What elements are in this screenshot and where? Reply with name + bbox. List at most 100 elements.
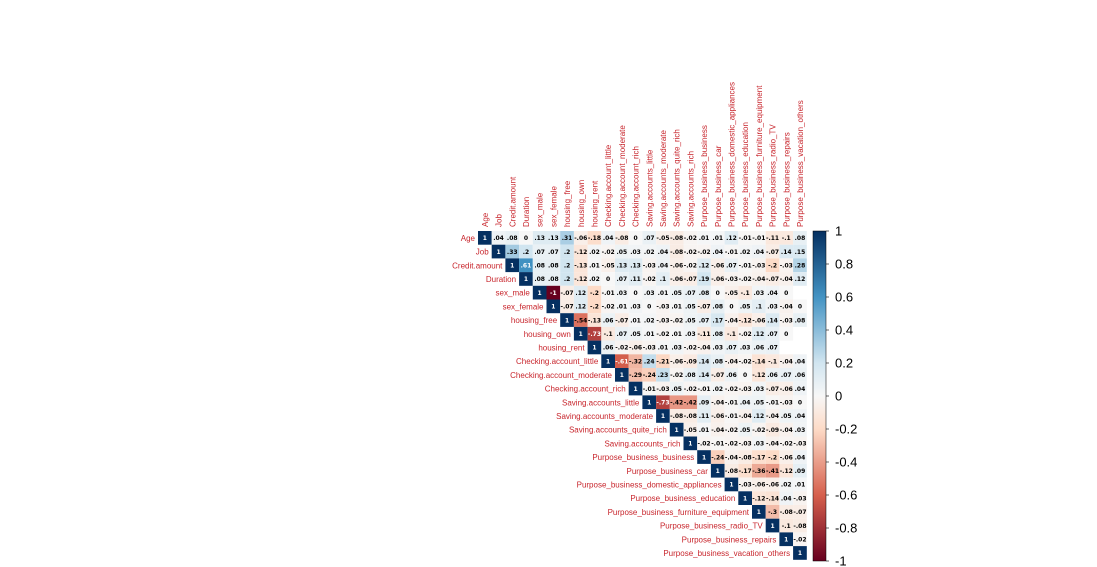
cell-10-18 — [724, 368, 739, 382]
cell-15-21 — [765, 436, 780, 451]
cell-label-13-18: -.01 — [725, 413, 738, 420]
cell-6-19 — [738, 313, 752, 327]
cell-7-20 — [752, 326, 766, 341]
cell-22-22 — [779, 532, 794, 547]
col-label-15: Saving.accounts_rich — [686, 151, 695, 227]
cell-label-1-14: -.08 — [670, 249, 683, 256]
colorbar-label-0: 1 — [835, 224, 842, 239]
cell-4-12 — [642, 285, 657, 300]
cell-label-3-12: -.02 — [643, 276, 656, 283]
cell-19-23 — [793, 491, 807, 505]
cell-label-5-20: .1 — [756, 304, 762, 311]
cell-3-8 — [587, 272, 602, 286]
col-label-3: Duration — [522, 197, 531, 227]
col-label-20: Purpose_business_furniture_equipment — [755, 85, 764, 227]
cell-label-6-21: .14 — [767, 317, 778, 324]
colorbar-label-6: -0.2 — [835, 422, 857, 437]
cell-label-1-6: .2 — [564, 249, 570, 256]
row-label-16: Purpose_business_business — [592, 453, 694, 462]
cell-label-7-18: -.1 — [727, 331, 736, 338]
cell-14-15 — [683, 422, 698, 437]
cell-0-12 — [642, 231, 657, 245]
cell-label-1-10: .05 — [617, 249, 628, 256]
cell-5-19 — [738, 299, 752, 314]
col-label-14: Saving.accounts_quite_rich — [673, 129, 682, 227]
cell-2-9 — [601, 258, 615, 273]
cell-2-10 — [615, 258, 629, 273]
cell-6-22 — [779, 313, 794, 327]
cell-9-19 — [738, 354, 752, 368]
cell-label-19-22: .04 — [781, 495, 792, 502]
cell-1-11 — [628, 244, 643, 259]
cell-label-4-16: .08 — [699, 290, 710, 297]
cell-label-8-9: .06 — [603, 345, 614, 352]
cell-0-3 — [519, 231, 533, 245]
cell-11-17 — [710, 381, 725, 396]
cell-label-0-16: .01 — [699, 235, 710, 242]
cell-11-14 — [669, 381, 684, 396]
col-label-13: Saving.accounts_moderate — [659, 130, 668, 228]
cell-4-4 — [532, 285, 547, 300]
cell-0-6 — [560, 231, 574, 245]
cell-0-18 — [724, 231, 739, 245]
col-label-11: Checking.account_rich — [632, 146, 641, 227]
cell-label-1-20: .04 — [754, 249, 765, 256]
row-label-3: Duration — [486, 275, 516, 284]
cell-19-20 — [752, 491, 766, 505]
cell-6-14 — [669, 313, 684, 327]
cell-label-8-15: -.02 — [684, 345, 697, 352]
cell-13-16 — [697, 409, 711, 423]
cell-10-16 — [697, 368, 711, 382]
cell-3-15 — [683, 272, 698, 286]
cell-10-23 — [793, 368, 807, 382]
cell-label-3-17: -.06 — [711, 276, 724, 283]
cell-11-21 — [765, 381, 780, 396]
col-label-21: Purpose_business_radio_TV — [769, 124, 778, 227]
cell-5-12 — [642, 299, 657, 314]
cell-label-6-16: .07 — [699, 317, 710, 324]
cell-label-16-19: -.08 — [739, 454, 752, 461]
cell-0-8 — [587, 231, 602, 245]
cell-label-1-17: .04 — [712, 249, 723, 256]
cell-2-2 — [505, 258, 520, 273]
cell-label-6-10: -.07 — [615, 317, 628, 324]
cell-label-4-4: 1 — [538, 290, 542, 297]
cell-8-13 — [656, 340, 670, 355]
cell-label-4-22: 0 — [784, 290, 788, 297]
cell-5-23 — [793, 299, 807, 314]
cell-5-11 — [628, 299, 643, 314]
cell-2-21 — [765, 258, 780, 273]
row-label-1: Job — [476, 248, 489, 257]
cell-13-21 — [765, 409, 780, 423]
cell-1-21 — [765, 244, 780, 259]
cell-label-7-11: .05 — [630, 331, 641, 338]
cell-label-8-13: .01 — [658, 345, 669, 352]
cell-label-6-17: .17 — [712, 317, 723, 324]
cell-15-20 — [752, 436, 766, 451]
cell-0-7 — [573, 231, 588, 245]
cell-20-20 — [752, 505, 766, 519]
cell-1-2 — [505, 244, 520, 259]
cell-3-3 — [519, 272, 533, 286]
colorbar-label-2: 0.6 — [835, 290, 853, 305]
cell-18-19 — [738, 477, 752, 492]
cell-9-10 — [615, 354, 629, 368]
colorbar-label-1: 0.8 — [835, 257, 853, 272]
cell-1-22 — [779, 244, 794, 259]
cell-label-13-13: 1 — [661, 413, 665, 420]
cell-label-4-13: .01 — [658, 290, 669, 297]
cell-label-9-22: -.04 — [780, 358, 793, 365]
cell-label-7-13: -.02 — [656, 331, 669, 338]
cell-label-5-17: .08 — [712, 304, 723, 311]
cell-label-11-19: -.03 — [739, 386, 752, 393]
cell-15-23 — [793, 436, 807, 451]
cell-label-1-16: -.02 — [697, 249, 710, 256]
cell-label-5-5: 1 — [551, 304, 555, 311]
cell-9-22 — [779, 354, 794, 368]
cell-label-1-3: .2 — [523, 249, 529, 256]
cell-label-10-21: .06 — [767, 372, 778, 379]
cell-label-0-4: .13 — [534, 235, 545, 242]
cell-label-12-13: -.73 — [656, 399, 669, 406]
row-label-20: Purpose_business_furniture_equipment — [608, 508, 750, 517]
cell-14-17 — [710, 422, 725, 437]
